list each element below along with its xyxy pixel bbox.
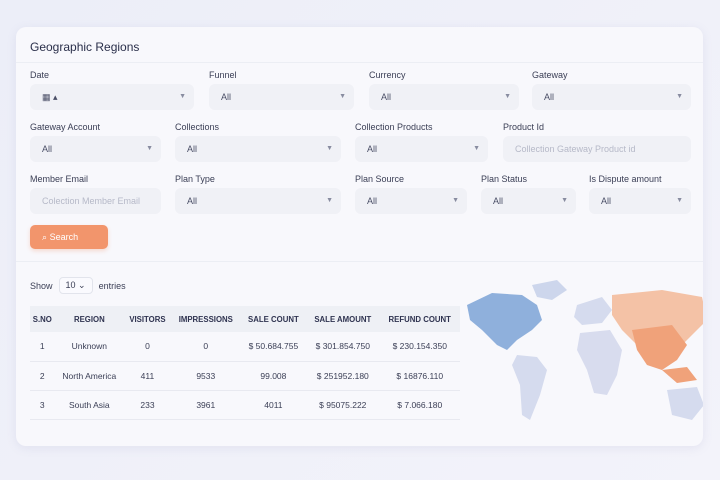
plan-status-select[interactable]: All ▼: [481, 188, 576, 214]
collections-select[interactable]: All ▼: [175, 136, 341, 162]
geographic-regions-card: Geographic Regions Date ▦ ▴ ▼ Funnel All ▼…: [16, 27, 703, 446]
table-row: 3 South Asia 233 3961 4011 $ 95075.222 $ 7.066…: [30, 390, 460, 420]
column-header[interactable]: REFUND COUNT: [379, 306, 460, 332]
collections-label: Collections: [175, 122, 220, 132]
chevron-down-icon: ▼: [339, 93, 346, 100]
table-cell: 9533: [170, 361, 241, 391]
divider: [16, 261, 703, 262]
chevron-down-icon: ▼: [561, 197, 568, 204]
funnel-select[interactable]: All ▼: [209, 84, 354, 110]
column-header[interactable]: SALE AMOUNT: [306, 306, 380, 332]
chevron-down-icon: ▼: [326, 145, 333, 152]
chevron-down-icon: ▼: [179, 93, 186, 100]
funnel-label: Funnel: [209, 70, 237, 80]
table-cell: $ 301.854.750: [306, 332, 380, 362]
plan-status-label: Plan Status: [481, 174, 528, 184]
plan-source-select[interactable]: All ▼: [355, 188, 467, 214]
gateway-label: Gateway: [532, 70, 568, 80]
map-europe: [574, 297, 612, 325]
chevron-down-icon: ▼: [146, 145, 153, 152]
table-cell: 411: [124, 361, 171, 391]
currency-label: Currency: [369, 70, 406, 80]
collection-products-select[interactable]: All ▼: [355, 136, 488, 162]
date-picker[interactable]: ▦ ▴ ▼: [30, 84, 194, 110]
plan-type-select[interactable]: All ▼: [175, 188, 341, 214]
map-southeast-asia: [662, 367, 697, 383]
chevron-down-icon: ▼: [452, 197, 459, 204]
map-australia: [667, 387, 703, 420]
column-header[interactable]: S.NO: [30, 306, 55, 332]
gateway-account-select[interactable]: All ▼: [30, 136, 161, 162]
table-cell: 4011: [240, 390, 307, 420]
table-row: 1 Unknown 0 0 $ 50.684.755 $ 301.854.750 $ 230…: [30, 332, 460, 362]
member-email-label: Member Email: [30, 174, 89, 184]
column-header[interactable]: VISITORS: [124, 306, 171, 332]
chevron-down-icon: ▼: [676, 93, 683, 100]
search-button[interactable]: ⌕ Search: [30, 225, 108, 249]
date-label: Date: [30, 70, 50, 80]
currency-select[interactable]: All ▼: [369, 84, 519, 110]
table-row: 2 North America 411 9533 99.008 $ 251952.180 $…: [30, 361, 460, 391]
world-map: [467, 280, 703, 420]
map-south-america: [512, 355, 547, 420]
map-greenland: [532, 280, 567, 300]
table-cell: 99.008: [240, 361, 307, 391]
regions-table: S.NO REGION VISITORS IMPRESSIONS SALE COUNT S…: [30, 306, 460, 420]
table-cell: $ 7.066.180: [379, 390, 460, 420]
entries-select[interactable]: 10 ⌄: [58, 277, 93, 294]
is-dispute-select[interactable]: All ▼: [589, 188, 691, 214]
table-cell: North America: [54, 361, 125, 391]
chevron-down-icon: ▼: [473, 145, 480, 152]
chevron-down-icon: ▼: [504, 93, 511, 100]
map-south-asia: [632, 325, 687, 370]
table-cell: 3: [30, 390, 55, 420]
plan-source-label: Plan Source: [355, 174, 405, 184]
table-cell: 1: [30, 332, 55, 362]
search-icon: ⌕: [42, 232, 48, 242]
table-cell: 3961: [170, 390, 241, 420]
column-header[interactable]: IMPRESSIONS: [170, 306, 241, 332]
table-cell: 233: [124, 390, 171, 420]
table-cell: Unknown: [54, 332, 125, 362]
table-cell: 0: [170, 332, 241, 362]
table-cell: 0: [124, 332, 171, 362]
gateway-select[interactable]: All ▼: [532, 84, 691, 110]
table-cell: $ 95075.222: [306, 390, 380, 420]
member-email-input[interactable]: Colection Member Email: [30, 188, 161, 214]
table-cell: $ 16876.110: [379, 361, 460, 391]
table-cell: $ 251952.180: [306, 361, 380, 391]
map-north-america: [467, 293, 542, 350]
plan-type-label: Plan Type: [175, 174, 215, 184]
table-cell: $ 50.684.755: [240, 332, 307, 362]
column-header[interactable]: SALE COUNT: [240, 306, 307, 332]
divider: [16, 62, 703, 63]
table-cell: South Asia: [54, 390, 125, 420]
gateway-account-label: Gateway Account: [30, 122, 101, 132]
is-dispute-label: Is Dispute amount: [589, 174, 662, 184]
product-id-input[interactable]: Collection Gateway Product id: [503, 136, 691, 162]
calendar-icon: ▦: [42, 92, 51, 102]
product-id-label: Product Id: [503, 122, 545, 132]
entries-control: Show 10 ⌄ entries: [30, 277, 126, 294]
page-title: Geographic Regions: [30, 40, 140, 54]
map-africa: [577, 330, 622, 395]
table-cell: $ 230.154.350: [379, 332, 460, 362]
table-cell: 2: [30, 361, 55, 391]
collection-products-label: Collection Products: [355, 122, 433, 132]
chevron-down-icon: ▼: [326, 197, 333, 204]
chevron-down-icon: ▼: [676, 197, 683, 204]
column-header[interactable]: REGION: [54, 306, 125, 332]
